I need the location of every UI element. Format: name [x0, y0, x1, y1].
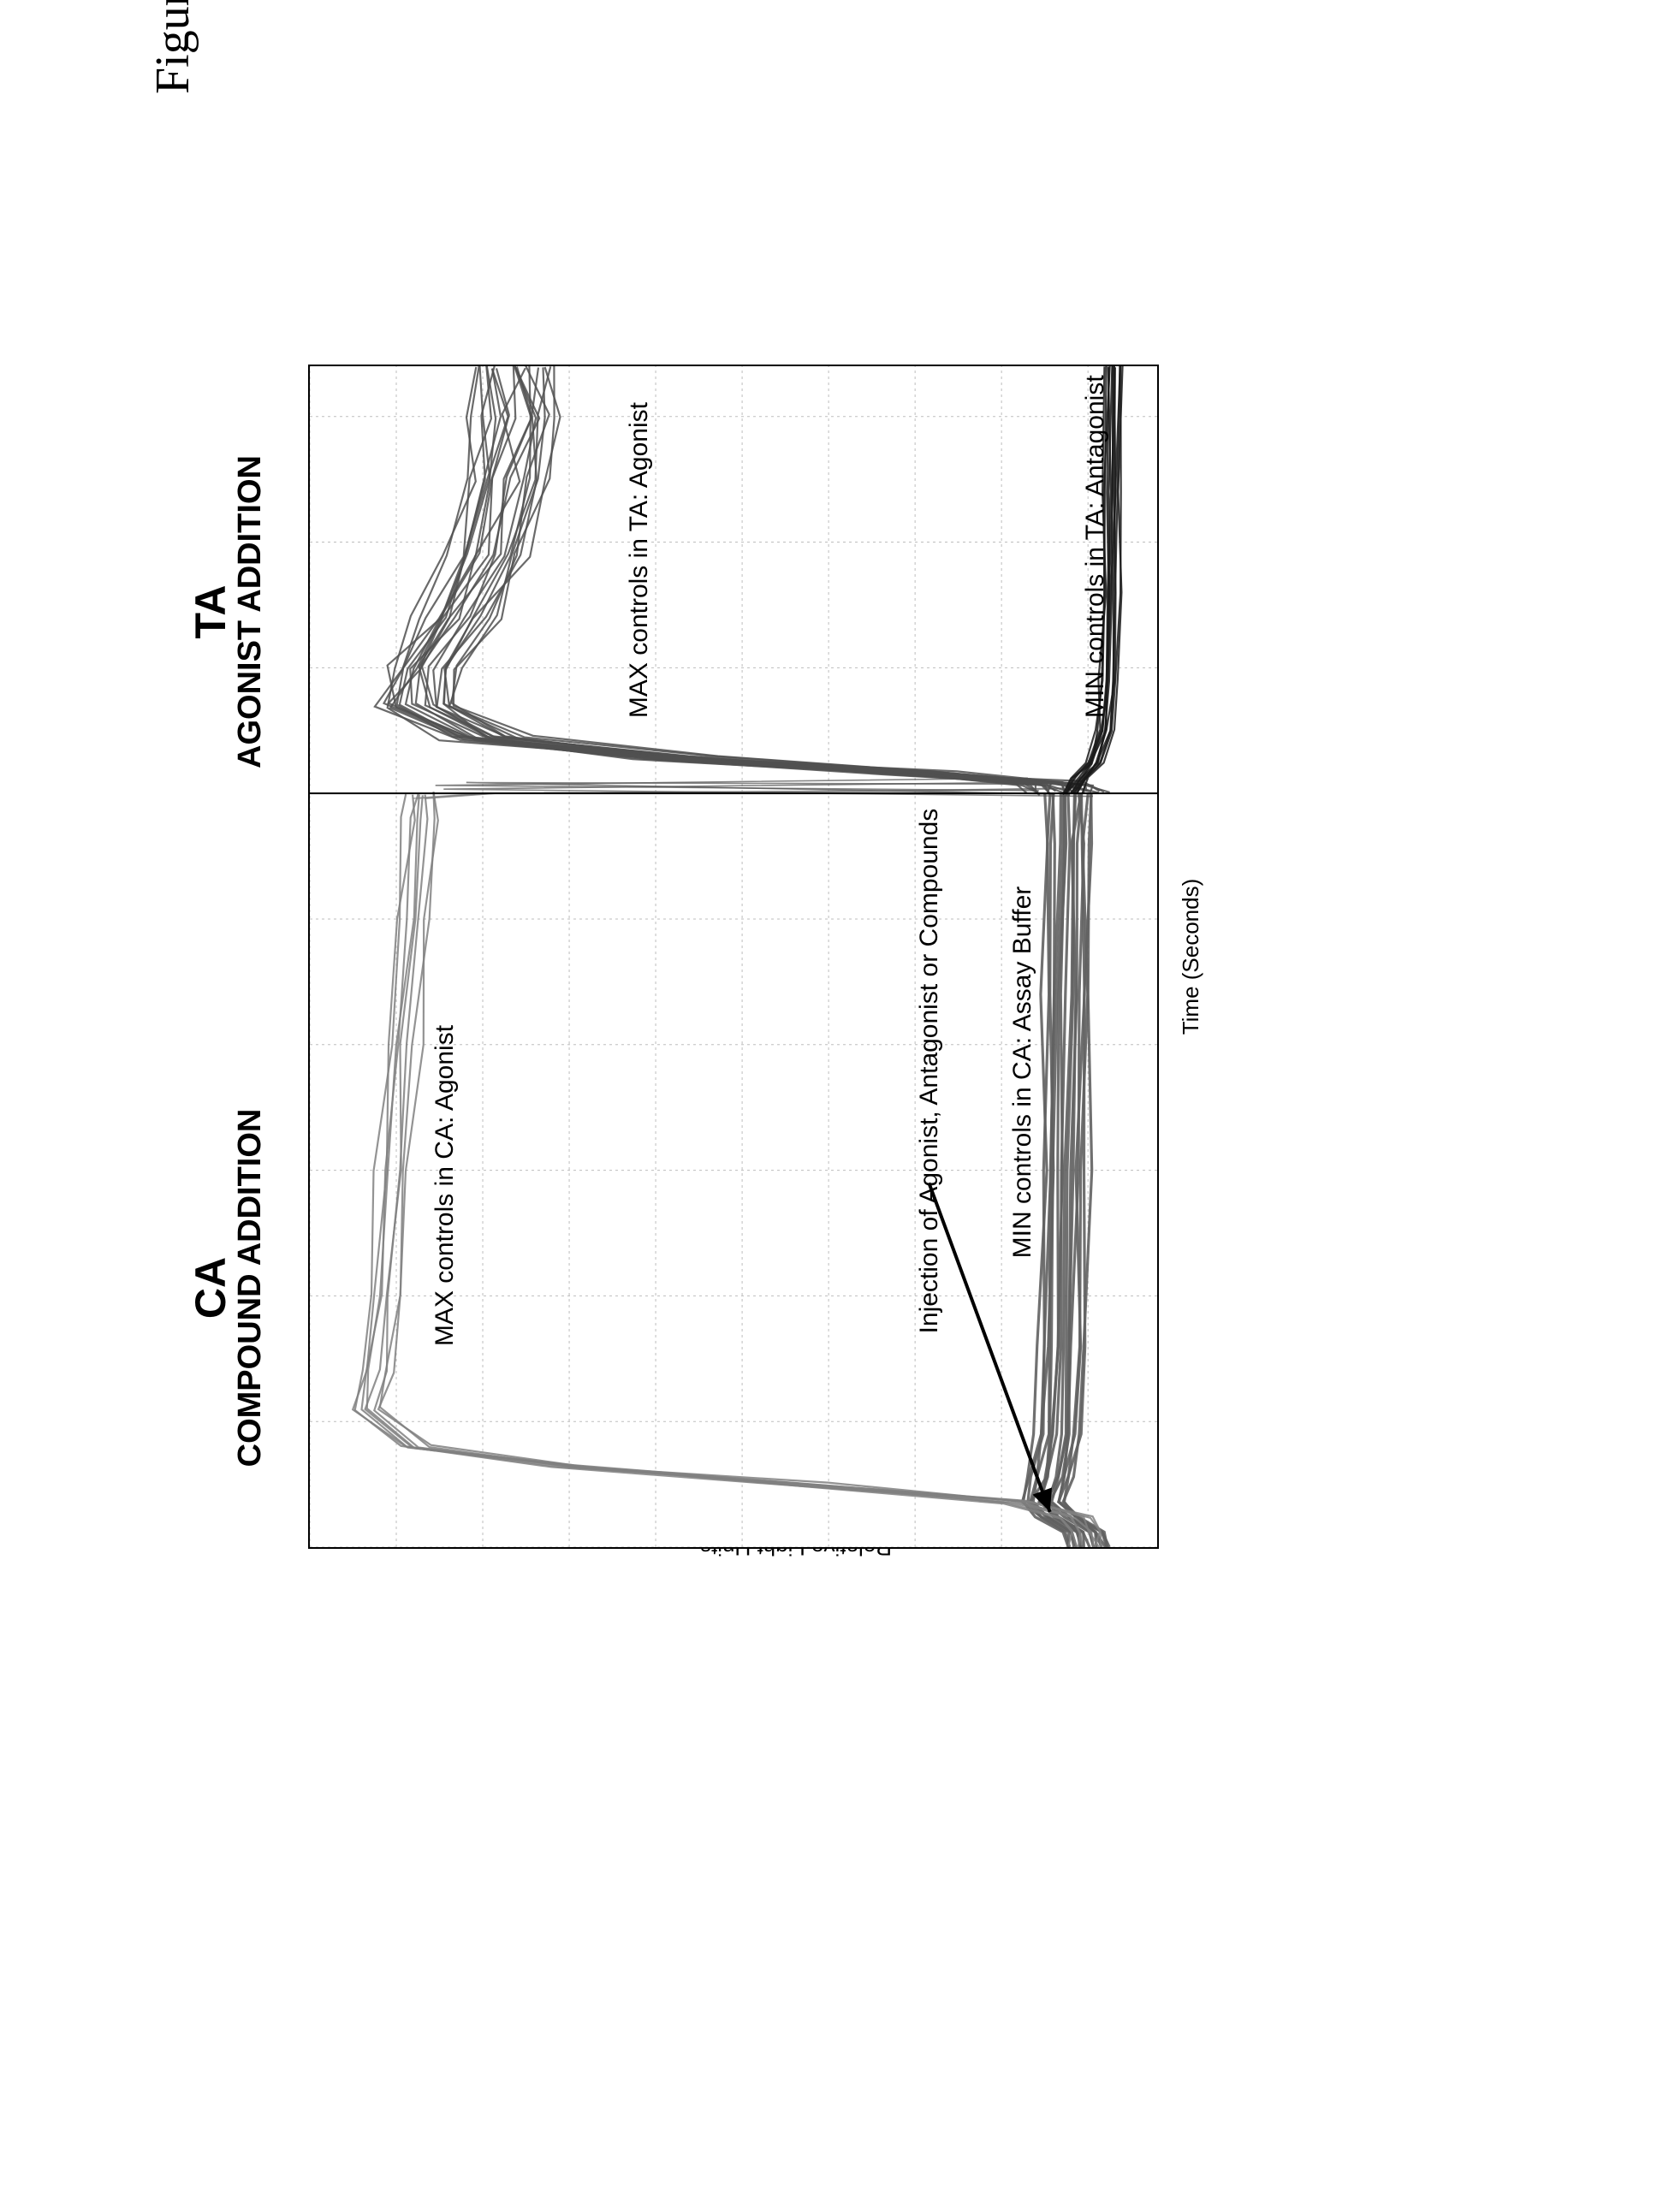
- section-title-ca-sub: COMPOUND ADDITION: [234, 916, 268, 1660]
- page: Figure 3 CA COMPOUND ADDITION TA AGONIST…: [0, 0, 1657, 2212]
- annotation-injection: Injection of Agonist, Antagonist or Comp…: [915, 809, 944, 1334]
- annotation-max-ca: MAX controls in CA: Agonist: [431, 1025, 460, 1346]
- annotation-min-ta: MIN controls in TA: Antagonist: [1081, 375, 1110, 718]
- section-title-ta-sub: AGONIST ADDITION: [234, 308, 268, 916]
- section-title-ca-big: CA: [188, 916, 234, 1660]
- x-axis-label: Time (Seconds): [1178, 879, 1204, 1035]
- plot-area: 1000015000200002500030000 0100200300400 …: [308, 365, 1159, 1549]
- annotation-min-ca: MIN controls in CA: Assay Buffer: [1008, 887, 1037, 1259]
- section-title-ta: TA AGONIST ADDITION: [188, 308, 267, 916]
- figure-label: Figure 3: [146, 0, 200, 94]
- chart-rotated-container: CA COMPOUND ADDITION TA AGONIST ADDITION…: [282, 308, 1310, 1660]
- section-title-ta-big: TA: [188, 308, 234, 916]
- annotation-max-ta: MAX controls in TA: Agonist: [625, 402, 654, 718]
- section-title-ca: CA COMPOUND ADDITION: [188, 916, 267, 1660]
- curves-max-ca: [353, 788, 1101, 1547]
